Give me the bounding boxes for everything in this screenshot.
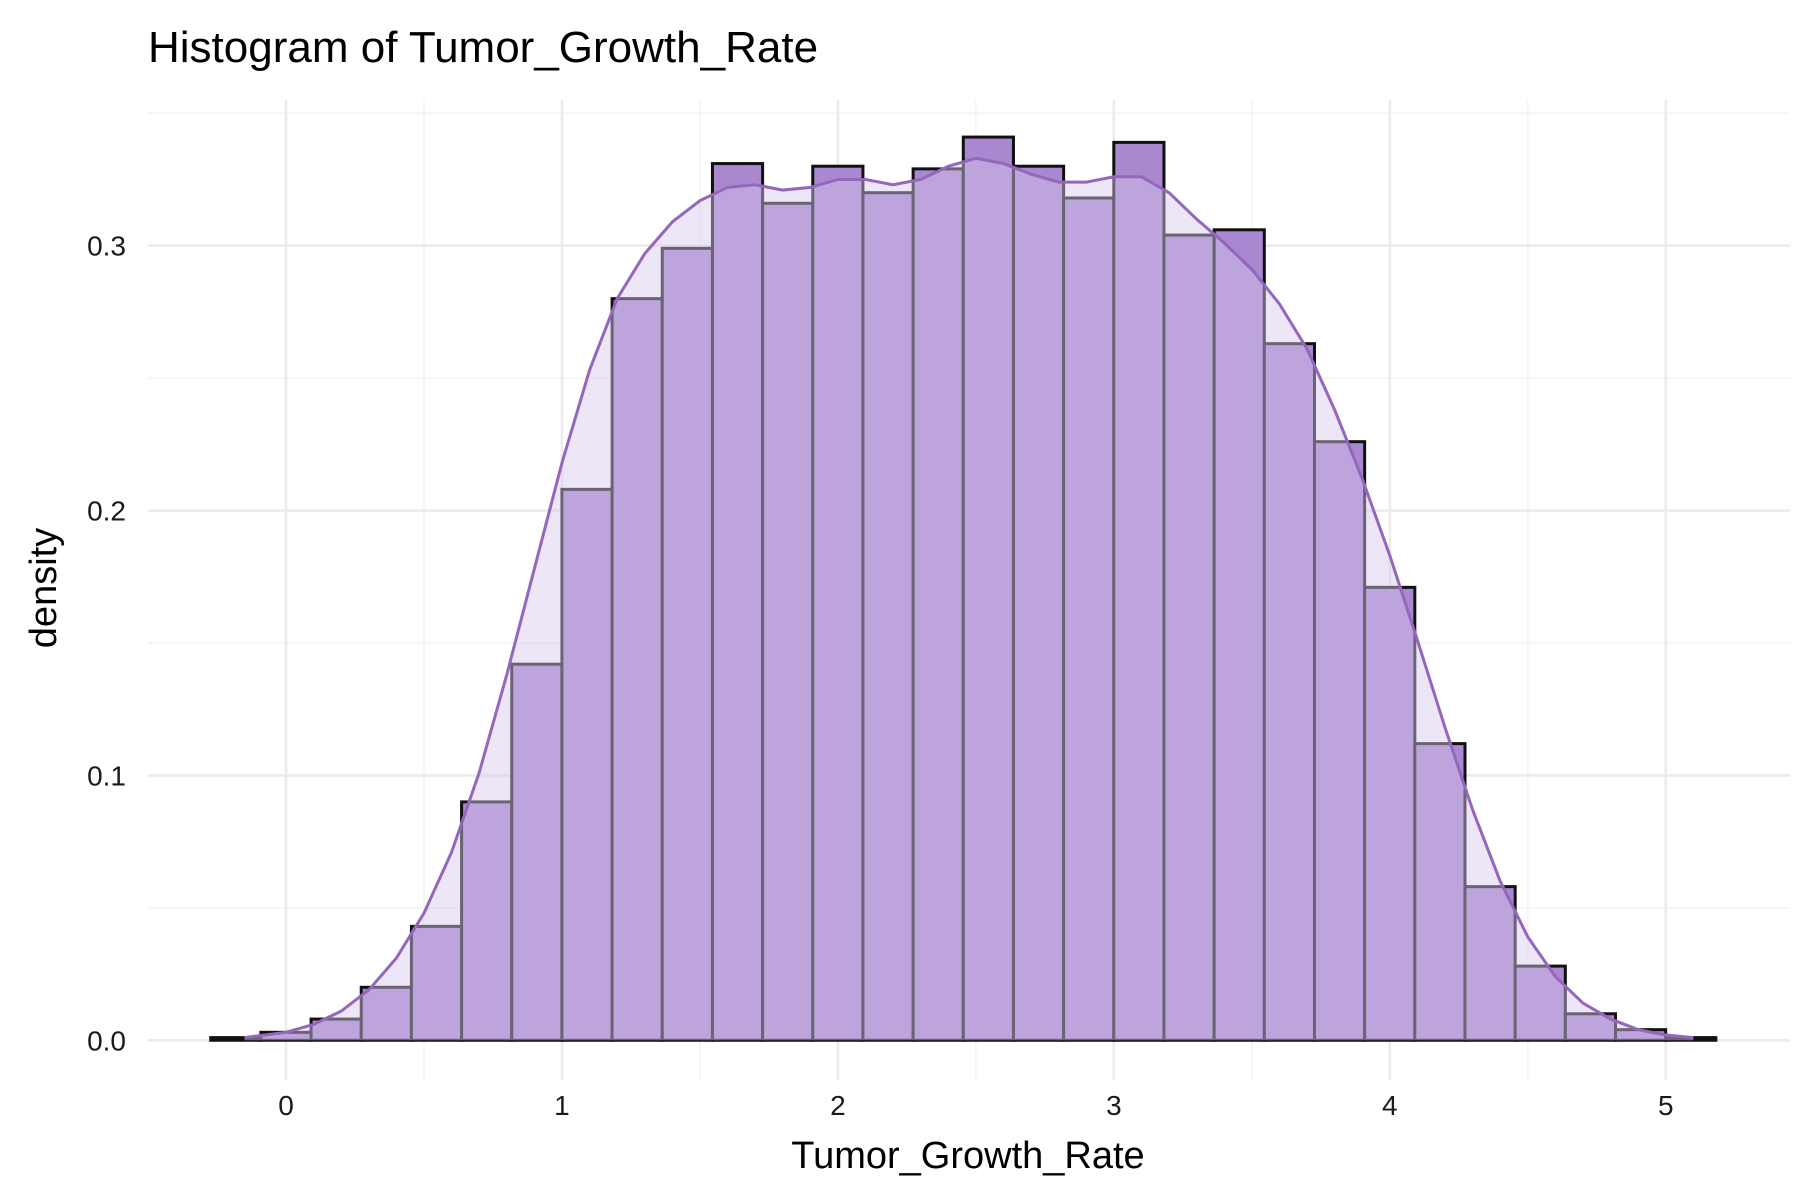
histogram-bar [560,487,614,1042]
histogram-bar [1463,885,1517,1042]
y-tick-label: 0.1 [87,760,126,791]
histogram-bar [911,167,965,1042]
histogram-bar [1062,196,1116,1042]
histogram-bar [861,191,915,1042]
x-tick-label: 1 [554,1090,570,1121]
y-tick-label: 0.3 [87,231,126,262]
histogram-bar [1011,164,1066,1042]
histogram-bars [209,135,1718,1042]
histogram-bar [811,164,865,1042]
histogram-bar [1262,342,1316,1042]
x-tick-label: 4 [1382,1090,1398,1121]
density-curve-group [244,156,1694,1041]
y-tick-label: 0.2 [87,496,126,527]
histogram-bar [710,162,765,1042]
histogram-bar [460,800,514,1042]
density-area [244,158,1694,1041]
x-tick-label: 2 [830,1090,846,1121]
histogram-bar [1112,140,1166,1042]
x-tick-label: 3 [1106,1090,1122,1121]
histogram-bar [761,201,815,1042]
x-tick-label: 0 [278,1090,294,1121]
x-tick-label: 5 [1658,1090,1674,1121]
histogram-bar [1312,440,1367,1042]
histogram-bar [409,924,464,1042]
histogram-bar [510,662,564,1042]
x-axis-ticks: 0 1 2 3 4 5 [278,1090,1673,1121]
histogram-bar [1513,964,1567,1042]
density-line [244,156,1694,1040]
x-axis-label: Tumor_Growth_Rate [791,1135,1144,1177]
chart-title: Histogram of Tumor_Growth_Rate [148,23,818,72]
histogram-bar [1363,585,1417,1042]
y-axis-label: density [23,528,65,648]
histogram-bar [961,135,1015,1042]
histogram-bar [660,246,714,1042]
y-tick-label: 0.0 [87,1025,126,1056]
histogram-bar [1212,228,1266,1042]
histogram-bar [1413,742,1467,1042]
y-axis-ticks: 0.0 0.1 0.2 0.3 [87,231,126,1057]
